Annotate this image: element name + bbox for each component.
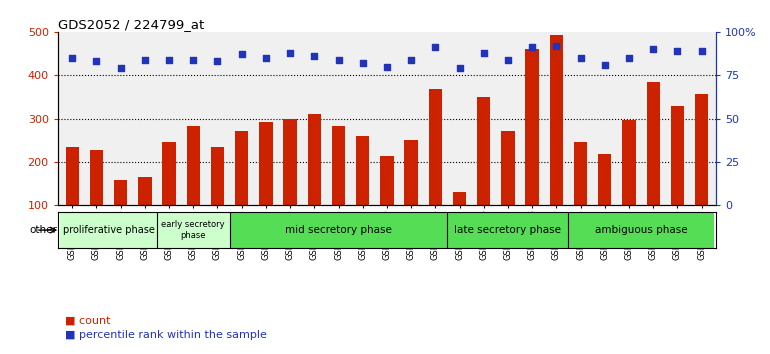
Bar (598, 154, 611, 205)
Point (429, 45, 441, 50)
Bar (90, 150, 103, 205)
Bar (453, 192, 466, 205)
Point (695, 48, 708, 54)
Point (647, 46, 659, 52)
Bar (501, 131, 514, 205)
Point (357, 60, 369, 66)
Point (236, 52, 248, 57)
Text: ambiguous phase: ambiguous phase (594, 225, 688, 235)
Bar (525, 49, 539, 205)
Bar (283, 119, 296, 205)
Text: proliferative phase: proliferative phase (62, 225, 155, 235)
Bar (114, 180, 127, 205)
Bar (139, 177, 152, 205)
Point (477, 50, 490, 56)
Bar (186, 126, 200, 205)
Bar (671, 105, 684, 205)
Point (380, 64, 393, 69)
Point (551, 43, 563, 48)
Point (259, 55, 272, 61)
Bar (429, 89, 442, 205)
Point (90, 58, 102, 64)
Bar (235, 131, 249, 205)
Bar (157, 212, 229, 248)
Point (623, 55, 635, 61)
Point (211, 58, 223, 64)
Point (187, 57, 199, 62)
Bar (356, 136, 370, 205)
Bar (695, 94, 708, 205)
Point (526, 45, 538, 50)
Point (502, 57, 514, 62)
Text: other: other (29, 225, 58, 235)
Point (308, 53, 320, 59)
Point (574, 55, 587, 61)
Point (284, 50, 296, 56)
Text: ■ count: ■ count (65, 316, 111, 326)
Point (671, 48, 684, 54)
Point (139, 57, 151, 62)
Text: mid secretory phase: mid secretory phase (285, 225, 392, 235)
Bar (60, 212, 157, 248)
Bar (162, 142, 176, 205)
Text: ■ percentile rank within the sample: ■ percentile rank within the sample (65, 330, 267, 340)
Text: late secretory phase: late secretory phase (454, 225, 561, 235)
Point (66, 55, 79, 61)
Point (454, 65, 466, 71)
Point (163, 57, 176, 62)
Bar (647, 82, 660, 205)
Bar (308, 114, 321, 205)
Bar (229, 212, 447, 248)
Bar (404, 140, 418, 205)
Text: early secretory
phase: early secretory phase (162, 221, 225, 240)
Bar (574, 142, 588, 205)
Point (333, 57, 345, 62)
Bar (380, 156, 393, 205)
Bar (332, 126, 345, 205)
Bar (568, 212, 714, 248)
Bar (550, 35, 563, 205)
Bar (259, 122, 273, 205)
Bar (65, 147, 79, 205)
Point (115, 65, 127, 71)
Bar (447, 212, 568, 248)
Text: GDS2052 / 224799_at: GDS2052 / 224799_at (58, 18, 204, 31)
Bar (477, 97, 490, 205)
Point (598, 62, 611, 68)
Point (405, 57, 417, 62)
Bar (211, 147, 224, 205)
Bar (622, 120, 635, 205)
